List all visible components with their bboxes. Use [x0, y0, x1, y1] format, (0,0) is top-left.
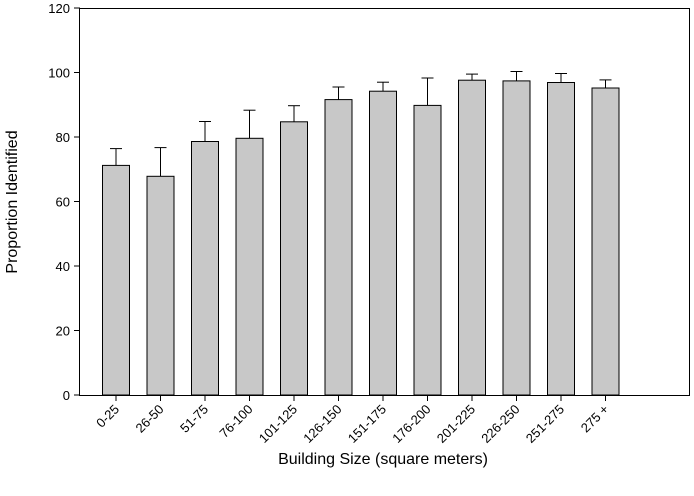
y-axis-ticks: 0 20 40 60 80 100 120: [48, 1, 80, 403]
error-bars-group: [110, 71, 612, 177]
y-tick-label: 100: [48, 66, 70, 81]
x-tick-label: 151-175: [345, 402, 389, 446]
x-tick-label: 275 +: [578, 402, 612, 436]
x-axis-ticks: 0-25 26-50 51-75 76-100 101-125 126-150 151-17…: [93, 395, 612, 446]
bar: [369, 90, 397, 396]
bar: [280, 121, 308, 396]
bar: [547, 82, 575, 396]
x-tick-label: 201-225: [434, 402, 478, 446]
bar: [146, 175, 175, 396]
bar: [458, 79, 486, 396]
x-tick-label: 176-200: [389, 402, 433, 446]
x-tick-label: 126-150: [300, 402, 344, 446]
x-tick-label: 0-25: [93, 402, 122, 431]
x-tick-label: 101-125: [256, 402, 300, 446]
x-tick-label: 226-250: [478, 402, 522, 446]
bar: [413, 104, 442, 396]
x-tick-label: 51-75: [177, 402, 211, 436]
bar: [502, 80, 531, 396]
y-tick-label: 20: [56, 324, 70, 339]
bar: [102, 164, 130, 396]
bar: [324, 99, 353, 396]
x-axis-label: Building Size (square meters): [278, 451, 488, 468]
x-tick-label: 251-275: [523, 402, 567, 446]
x-tick-label: 26-50: [133, 402, 167, 436]
bar: [191, 141, 219, 396]
bar: [591, 87, 620, 396]
y-tick-label: 120: [48, 1, 70, 16]
y-tick-label: 80: [56, 130, 70, 145]
y-tick-label: 0: [63, 388, 70, 403]
y-tick-label: 60: [56, 195, 70, 210]
bar: [235, 137, 264, 396]
y-axis-label: Proportion Identified: [4, 130, 21, 273]
bars-group: [102, 79, 620, 396]
x-tick-label: 76-100: [216, 402, 255, 441]
y-tick-label: 40: [56, 259, 70, 274]
